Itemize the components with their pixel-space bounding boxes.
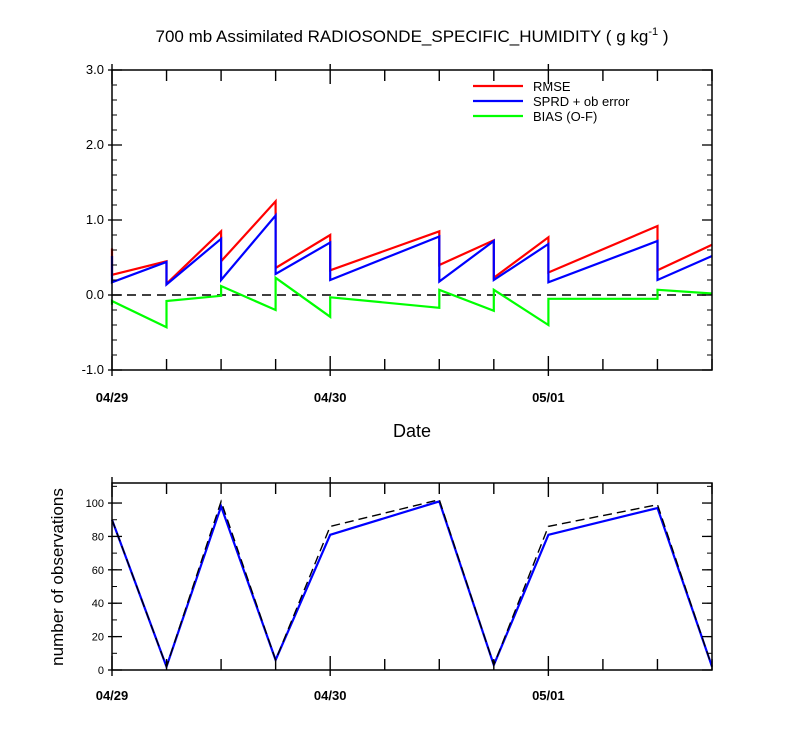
- y-tick-label: 3.0: [86, 62, 104, 77]
- y-tick-label: 2.0: [86, 137, 104, 152]
- y-tick-label: 60: [92, 565, 104, 577]
- legend-label: BIAS (O-F): [533, 109, 597, 124]
- series-line-total: [111, 498, 713, 669]
- y-axis-title-observations: number of observations: [48, 488, 67, 666]
- x-tick-label: 05/01: [532, 390, 565, 405]
- series-line-bias-o-f: [110, 275, 713, 330]
- y-tick-label: 1.0: [86, 212, 104, 227]
- y-tick-label: 80: [92, 531, 104, 543]
- legend-label: RMSE: [533, 79, 571, 94]
- x-tick-label: 04/29: [96, 688, 129, 703]
- legend-label: SPRD + ob error: [533, 94, 630, 109]
- y-tick-label: -1.0: [82, 362, 104, 377]
- x-tick-label: 04/30: [314, 688, 347, 703]
- chart-title: 700 mb Assimilated RADIOSONDE_SPECIFIC_H…: [156, 26, 669, 46]
- y-tick-label: 0.0: [86, 287, 104, 302]
- x-axis-title: Date: [393, 421, 431, 441]
- top-plot: -1.0 0.0 1.0 2.0 3.0 04/29 04/30 05/01 RMSESPRD…: [82, 62, 713, 441]
- x-tick-label: 04/30: [314, 390, 347, 405]
- y-tick-label: 40: [92, 598, 104, 610]
- series-line-sprd-ob-error: [110, 212, 713, 287]
- series-line-assimilated: [110, 500, 714, 670]
- series-line-rmse: [110, 198, 713, 287]
- x-tick-label: 04/29: [96, 390, 129, 405]
- bottom-plot: 0 20 40 60 80 100 04/29 04/30 05/01 number of ob…: [48, 477, 714, 703]
- y-tick-label: 20: [92, 632, 104, 644]
- x-tick-label: 05/01: [532, 688, 565, 703]
- y-tick-label: 0: [98, 665, 104, 677]
- y-tick-label: 100: [86, 498, 104, 510]
- bottom-plot-frame: [111, 482, 713, 671]
- top-plot-frame: [111, 69, 713, 371]
